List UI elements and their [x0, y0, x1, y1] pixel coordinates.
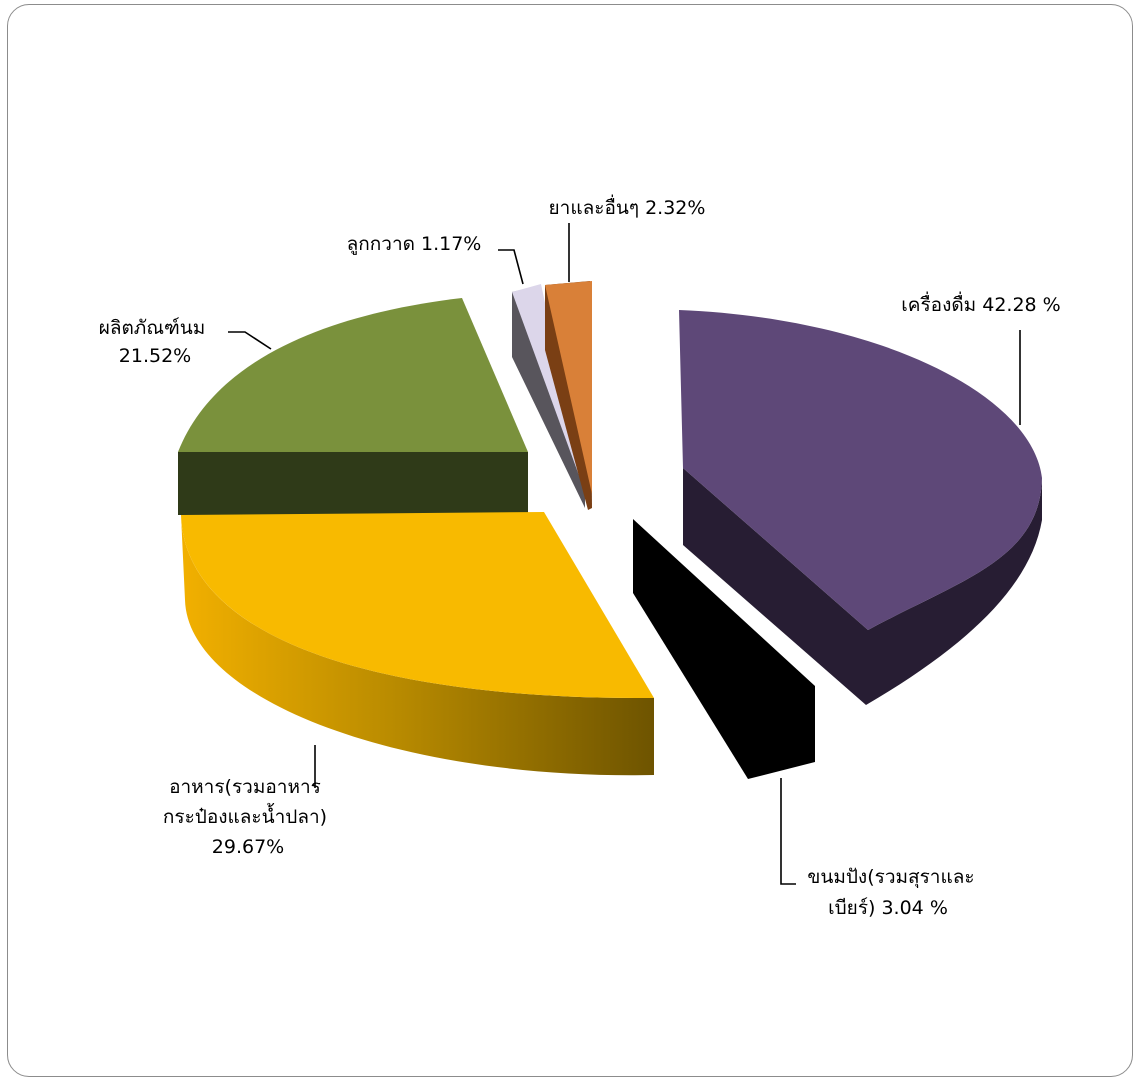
label-milk: ผลิตภัณฑ์นม 21.52% [99, 317, 212, 367]
label-bread: ขนมปัง(รวมสุราและ เบียร์) 3.04 % [807, 866, 980, 919]
leader-bread [780, 778, 796, 885]
slice-lukkwad-top [512, 284, 585, 492]
slice-milk-top [178, 298, 528, 452]
leader-lines [228, 223, 1021, 885]
leader-lukkwad [498, 249, 524, 285]
slice-food [181, 512, 654, 776]
slice-milk-side [178, 452, 528, 515]
slice-drinks-top [679, 310, 1042, 630]
label-lukkwad: ลูกกวาด 1.17% [347, 233, 482, 255]
slice-bread [633, 519, 815, 779]
label-ya: ยาและอื่นๆ 2.32% [549, 194, 706, 219]
leader-milk [228, 331, 272, 350]
slice-bread-top [633, 519, 815, 779]
slice-lukkwad [512, 284, 585, 508]
slice-milk [178, 298, 528, 515]
slice-drinks-side [683, 468, 1042, 705]
slice-food-side [181, 515, 654, 776]
label-food: อาหาร(รวมอาหาร กระป๋องและน้ำปลา) 29.67% [163, 776, 333, 858]
slice-food-top [181, 512, 654, 699]
slice-ya-top [545, 281, 592, 494]
slice-ya [545, 281, 592, 510]
slice-labels: เครื่องดื่ม 42.28 % ขนมปัง(รวมสุราและ เบ… [99, 194, 1061, 919]
slice-lukkwad-side [512, 288, 585, 508]
slice-drinks [679, 310, 1042, 705]
label-drinks: เครื่องดื่ม 42.28 % [901, 291, 1061, 316]
